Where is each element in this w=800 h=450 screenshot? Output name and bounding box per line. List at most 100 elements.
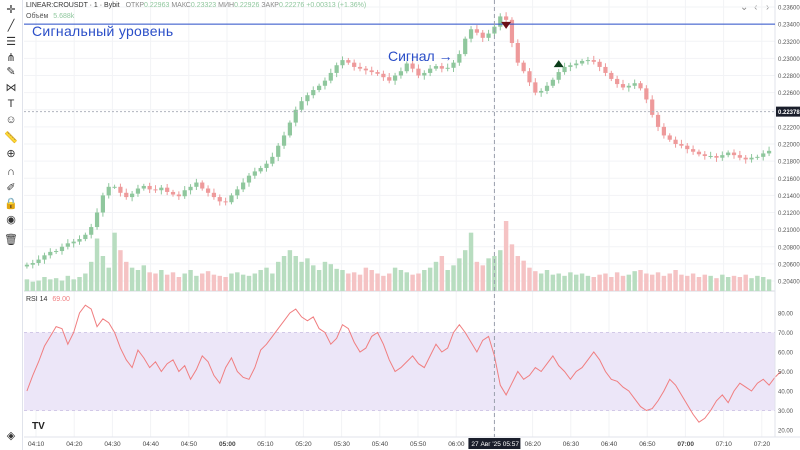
candle-body	[200, 182, 205, 189]
price-tick-label: 0.21400	[778, 194, 800, 200]
candle-body	[30, 263, 35, 265]
candle-body	[36, 259, 41, 264]
rsi-label: RSI 14	[26, 296, 48, 303]
candle-body	[515, 42, 520, 63]
candle-body	[743, 157, 748, 160]
candle-body	[714, 155, 719, 158]
price-tick-label: 0.23000	[778, 57, 800, 63]
candle-body	[766, 150, 772, 154]
magnet-icon[interactable]: ∩	[7, 166, 15, 178]
candle-body	[579, 60, 585, 64]
volume-bar	[106, 267, 111, 291]
time-tick-label: 04:20	[66, 441, 83, 448]
volume-bar	[603, 273, 608, 291]
volume-bar	[474, 261, 480, 291]
candle-body	[468, 29, 474, 39]
time-tick-label: 05:30	[334, 441, 351, 448]
volume-bar	[433, 261, 439, 291]
candle-body	[352, 62, 357, 67]
rsi-tick-label: 50.00	[778, 370, 794, 376]
tv-logo: TV	[32, 421, 45, 432]
volume-bar	[363, 267, 369, 291]
volume-bar	[77, 277, 82, 291]
pitchfork-icon[interactable]: ⋔	[6, 52, 16, 64]
candle-body	[562, 66, 567, 73]
volume-bar	[275, 261, 281, 291]
candle-body	[322, 80, 328, 86]
volume-bar	[556, 273, 561, 291]
volume-bar	[252, 273, 258, 291]
close-label: ЗАКР	[261, 2, 279, 9]
volume-bar	[755, 275, 760, 291]
candle-body	[749, 157, 754, 160]
time-tick-label: 07:00	[677, 441, 694, 448]
volume-bar	[316, 270, 322, 291]
volume-bar	[614, 272, 620, 291]
candle-body	[229, 195, 234, 203]
volume-bar	[334, 268, 339, 291]
volume-bar	[346, 273, 351, 291]
candle-body	[381, 73, 386, 78]
volume-bar	[322, 261, 328, 291]
candle-body	[550, 79, 555, 86]
candle-body	[410, 63, 415, 69]
candle-body	[428, 68, 433, 73]
candle-body	[451, 62, 456, 68]
text-icon[interactable]: T	[7, 98, 15, 110]
current-price-badge	[776, 106, 800, 117]
close-value: 0.22276	[278, 2, 305, 9]
candle-body	[609, 72, 614, 79]
emoji-icon[interactable]: ☺	[5, 114, 17, 126]
trash-icon[interactable]: 🗑	[4, 234, 18, 246]
horizontal-lines-icon[interactable]: ☰	[6, 36, 16, 48]
volume-bar	[439, 256, 445, 291]
candle-body	[211, 192, 217, 198]
volume-bar	[124, 261, 129, 291]
legend-header: LINEAR:CROUSDT · 1 · Bybit ОТКР0.22963 М…	[26, 2, 366, 9]
volume-bar	[182, 273, 187, 291]
candle-body	[317, 85, 322, 91]
volume-bar	[246, 275, 252, 291]
candle-body	[527, 71, 532, 83]
candle-body	[170, 191, 176, 195]
candles	[24, 12, 772, 269]
brush-icon[interactable]: ✎	[6, 66, 16, 78]
volume-bar	[626, 274, 632, 291]
pattern-icon[interactable]: ⋈	[5, 82, 17, 94]
candle-body	[299, 101, 304, 110]
rsi-tick-label: 70.00	[778, 331, 794, 337]
volume-bar	[88, 261, 94, 291]
candle-body	[252, 171, 257, 176]
layers-icon[interactable]: ◈	[6, 430, 16, 442]
price-tick-label: 0.23200	[778, 40, 800, 46]
eye-icon[interactable]: ◉	[6, 214, 16, 226]
time-tick-label: 04:10	[28, 441, 45, 448]
candle-body	[258, 167, 263, 172]
candle-body	[486, 33, 491, 38]
rsi-tick-label: 80.00	[778, 312, 794, 318]
candle-body	[521, 62, 526, 72]
volume-bar	[632, 271, 637, 291]
volume-bar	[743, 274, 748, 291]
crosshair-icon[interactable]: ✛	[6, 4, 16, 16]
candle-body	[182, 190, 187, 197]
candle-body	[498, 16, 503, 27]
candle-body	[509, 19, 515, 43]
pencil-lock-icon[interactable]: ✐	[6, 182, 16, 194]
volume-bar	[655, 272, 661, 291]
symbol-label: LINEAR:CROUSDT · 1 · Bybit	[26, 2, 120, 9]
price-tick-label: 0.22200	[778, 125, 800, 131]
volume-bar	[200, 273, 205, 291]
candle-body	[135, 188, 141, 194]
volume-bar	[685, 275, 690, 291]
ruler-icon[interactable]: 📏	[4, 132, 18, 144]
trendline-icon[interactable]: ╱	[7, 20, 15, 32]
zoom-icon[interactable]: ⊕	[6, 148, 16, 160]
price-tick-label: 0.22600	[778, 91, 800, 97]
candle-body	[375, 72, 380, 74]
lock-icon[interactable]: 🔒	[4, 198, 18, 210]
open-label: ОТКР	[125, 2, 145, 9]
volume-bar	[188, 270, 193, 291]
candle-body	[340, 60, 345, 66]
